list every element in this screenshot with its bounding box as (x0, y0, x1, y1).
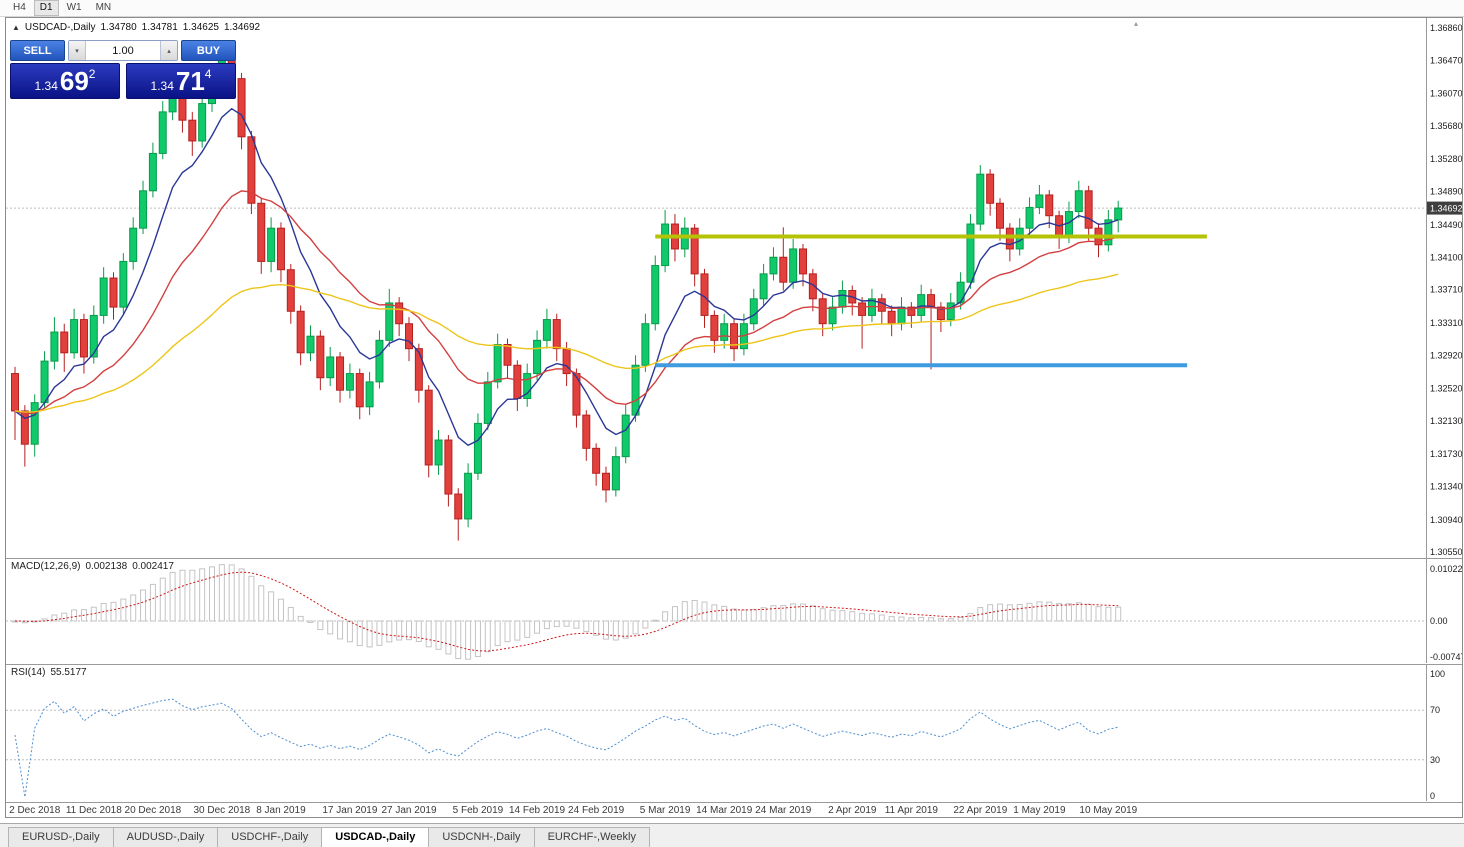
rsi-name: RSI(14) (11, 667, 46, 678)
oneclick-collapse-icon[interactable]: ▲ (12, 22, 20, 32)
date-axis-label: 5 Feb 2019 (452, 805, 504, 816)
date-axis-label: 11 Apr 2019 (884, 805, 938, 816)
date-axis-label: 24 Mar 2019 (755, 805, 812, 816)
price-chart-panel[interactable]: 1.36860 1.36470 1.36070 1.35680 1.35280 1.348… (6, 18, 1463, 558)
volume-control: ▾ ▴ (68, 40, 178, 61)
date-axis-label: 2 Dec 2018 (9, 805, 61, 816)
svg-text:1.34890: 1.34890 (1430, 187, 1462, 197)
svg-text:1.35680: 1.35680 (1430, 121, 1462, 131)
rsi-canvas[interactable]: 100 70 30 0 (6, 665, 1462, 801)
date-axis-label: 2 Apr 2019 (828, 805, 877, 816)
svg-text:1.30940: 1.30940 (1430, 515, 1462, 525)
svg-text:1.30550: 1.30550 (1430, 547, 1462, 557)
svg-text:1.33310: 1.33310 (1430, 318, 1462, 328)
date-axis-label: 24 Feb 2019 (568, 805, 625, 816)
svg-text:1.32920: 1.32920 (1430, 350, 1462, 360)
svg-text:1.36860: 1.36860 (1430, 23, 1462, 33)
rsi-label-line: RSI(14) 55.5177 (11, 667, 92, 678)
svg-text:1.36470: 1.36470 (1430, 55, 1462, 65)
macd-name: MACD(12,26,9) (11, 561, 81, 572)
timeframe-toolbar: H4 D1 W1 MN (0, 0, 1464, 17)
date-axis-label: 30 Dec 2018 (193, 805, 251, 816)
svg-text:1.34692: 1.34692 (1430, 204, 1462, 214)
date-axis-label: 14 Mar 2019 (696, 805, 753, 816)
tab-eurchf-weekly[interactable]: EURCHF-,Weekly (533, 827, 650, 847)
timeframe-w1-button[interactable]: W1 (66, 2, 82, 13)
tab-usdchf-daily[interactable]: USDCHF-,Daily (217, 827, 323, 847)
date-axis-label: 20 Dec 2018 (124, 805, 182, 816)
date-axis-label: 8 Jan 2019 (256, 805, 306, 816)
svg-text:1.31730: 1.31730 (1430, 449, 1462, 459)
svg-text:1.33710: 1.33710 (1430, 285, 1462, 295)
svg-text:0.0102298: 0.0102298 (1430, 564, 1462, 574)
timeframe-d1-button[interactable]: D1 (33, 0, 59, 16)
chart-window: 1.36860 1.36470 1.36070 1.35680 1.35280 1.348… (5, 17, 1464, 819)
info-open: 1.34780 (100, 22, 137, 33)
macd-label-line: MACD(12,26,9) 0.002138 0.002417 (11, 561, 179, 572)
price-chart-canvas[interactable]: 1.36860 1.36470 1.36070 1.35680 1.35280 1.348… (6, 18, 1463, 558)
date-axis-label: 10 May 2019 (1079, 805, 1138, 816)
buy-price-figure: 1.34 (150, 79, 174, 93)
buy-price-pips: 71 (175, 66, 205, 96)
svg-text:1.32520: 1.32520 (1430, 384, 1462, 394)
date-axis-label: 11 Dec 2018 (65, 805, 122, 816)
sell-price-point: 2 (88, 67, 96, 81)
svg-text:-0.0074747: -0.0074747 (1430, 652, 1462, 662)
date-axis-label: 1 May 2019 (1013, 805, 1066, 816)
chart-info-line: ▲ USDCAD-,Daily 1.34780 1.34781 1.34625 … (12, 22, 260, 33)
time-axis[interactable]: 2 Dec 2018 11 Dec 2018 20 Dec 2018 30 Dec 2… (6, 802, 1462, 819)
svg-text:30: 30 (1430, 755, 1440, 765)
svg-text:70: 70 (1430, 705, 1440, 715)
svg-text:0: 0 (1430, 791, 1435, 801)
date-axis-label: 5 Mar 2019 (639, 805, 691, 816)
date-axis-label: 17 Jan 2019 (322, 805, 378, 816)
tab-usdcad-daily[interactable]: USDCAD-,Daily (321, 827, 430, 847)
svg-text:0.00: 0.00 (1430, 616, 1448, 626)
date-axis-label: 22 Apr 2019 (953, 805, 1008, 816)
buy-button[interactable]: BUY (181, 40, 236, 61)
date-axis-label: 27 Jan 2019 (381, 805, 437, 816)
macd-panel[interactable]: 0.01022980.00-0.0074747 MACD(12,26,9)0.0… (6, 558, 1464, 664)
macd-value: 0.002138 (85, 561, 128, 572)
tab-usdcnh-daily[interactable]: USDCNH-,Daily (428, 827, 535, 847)
svg-text:1.34490: 1.34490 (1430, 220, 1462, 230)
sell-button[interactable]: SELL (10, 40, 65, 61)
buy-price-point: 4 (204, 67, 212, 81)
info-high: 1.34781 (141, 22, 178, 33)
rsi-value: 55.5177 (50, 667, 87, 678)
svg-text:1.36070: 1.36070 (1430, 89, 1462, 99)
info-low: 1.34625 (182, 22, 219, 33)
macd-signal-value: 0.002417 (132, 561, 174, 572)
sell-price-pips: 69 (59, 66, 89, 96)
svg-text:1.34100: 1.34100 (1430, 252, 1462, 262)
svg-text:100: 100 (1430, 669, 1445, 679)
tab-audusd-daily[interactable]: AUDUSD-,Daily (112, 827, 219, 847)
buy-price[interactable]: 1.34 71 4 (126, 63, 236, 99)
rsi-panel[interactable]: 100 70 30 0 RSI(14) 55.5177 (6, 664, 1462, 802)
timeframe-mn-button[interactable]: MN (95, 2, 112, 13)
chart-shift-marker-icon[interactable]: ▴ (1134, 19, 1139, 28)
chart-tabs-bar: EURUSD-,Daily AUDUSD-,Daily USDCHF-,Daily U… (0, 823, 1464, 847)
svg-text:1.31340: 1.31340 (1430, 482, 1462, 492)
svg-text:1.35280: 1.35280 (1430, 154, 1462, 164)
volume-input[interactable] (86, 41, 160, 60)
one-click-trading-panel: SELL ▾ ▴ BUY 1.34 69 2 1.34 (10, 40, 236, 99)
volume-increase-button[interactable]: ▴ (160, 41, 177, 60)
date-axis-label: 14 Feb 2019 (508, 805, 566, 816)
svg-text:1.32130: 1.32130 (1430, 416, 1462, 426)
macd-canvas[interactable]: 0.0102298 0.00 -0.0074747 (6, 559, 1464, 663)
tab-eurusd-daily[interactable]: EURUSD-,Daily (8, 827, 114, 847)
info-close: 1.34692 (223, 22, 261, 33)
info-symbol: USDCAD-,Daily (24, 22, 96, 33)
sell-price-figure: 1.34 (34, 79, 58, 93)
sell-price[interactable]: 1.34 69 2 (10, 63, 120, 99)
volume-decrease-button[interactable]: ▾ (69, 41, 86, 60)
timeframe-h4-button[interactable]: H4 (13, 2, 26, 13)
